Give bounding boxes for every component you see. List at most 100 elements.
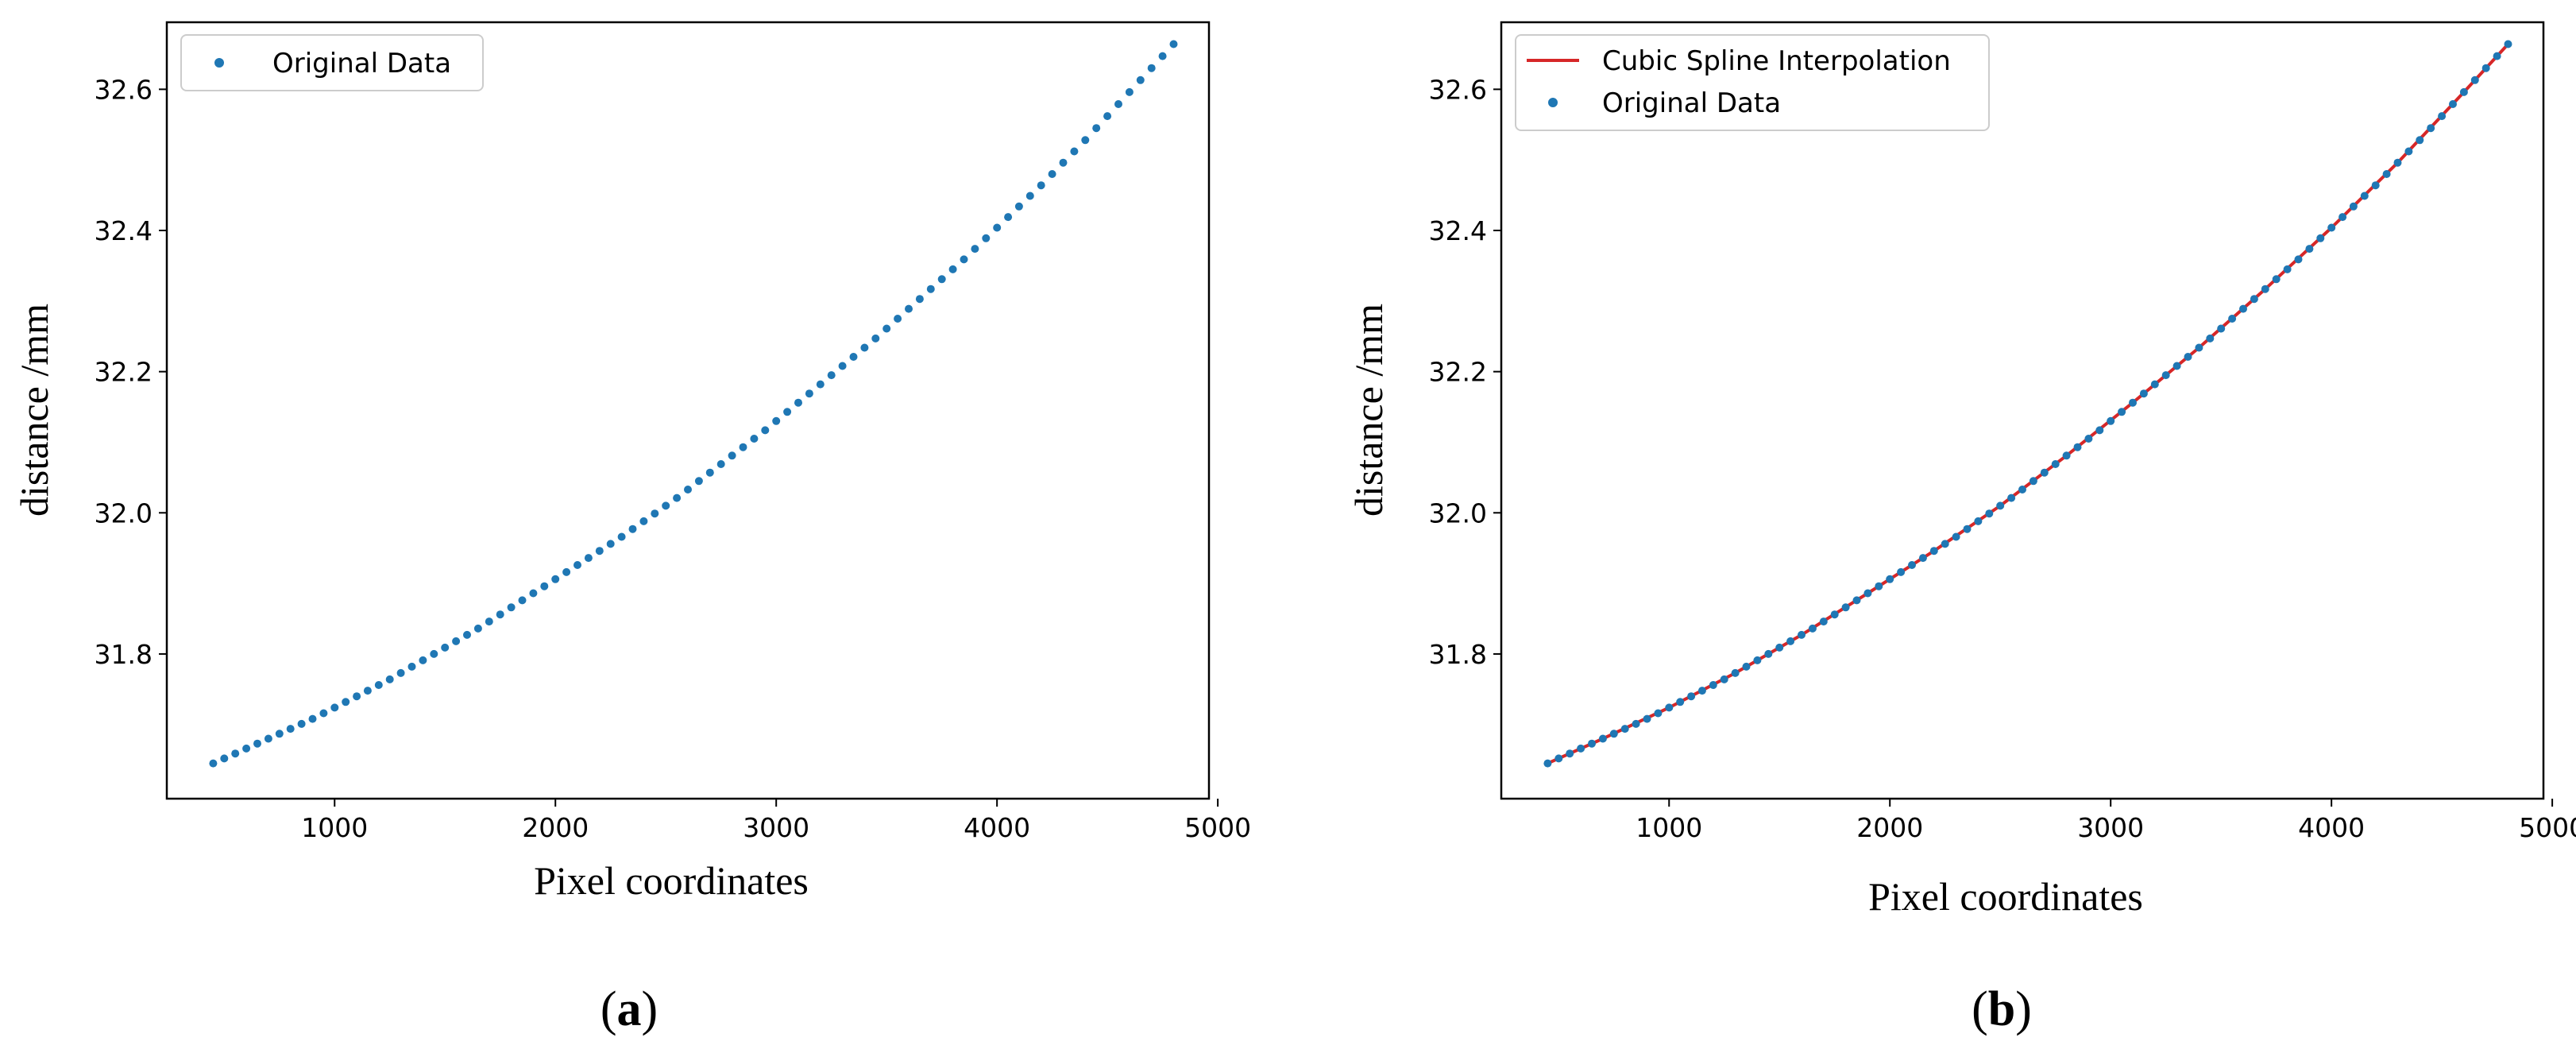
data-point <box>606 540 615 548</box>
x-tick-label: 1000 <box>301 812 368 843</box>
data-point <box>209 759 218 768</box>
data-point <box>2172 362 2181 370</box>
data-point <box>551 575 560 583</box>
data-point <box>1632 719 1640 728</box>
x-tick-label: 4000 <box>964 812 1030 843</box>
data-point <box>2161 371 2170 380</box>
data-point <box>794 398 802 407</box>
data-point <box>407 662 416 671</box>
data-point <box>2206 334 2215 343</box>
data-point <box>2095 426 2104 435</box>
data-point <box>1665 703 1674 712</box>
data-point <box>2305 245 2314 254</box>
x-tick-label: 1000 <box>1636 812 1702 843</box>
x-tick-label: 2000 <box>1856 812 1923 843</box>
data-point <box>1875 582 1883 590</box>
data-point <box>860 343 869 352</box>
data-point <box>507 603 516 612</box>
data-point <box>2316 234 2325 242</box>
plot-frame <box>1500 21 2545 800</box>
data-point <box>926 285 935 293</box>
data-point <box>2107 416 2115 425</box>
data-point <box>750 435 759 443</box>
data-point <box>2118 408 2126 416</box>
data-point <box>982 234 991 242</box>
data-point <box>1742 662 1751 671</box>
data-point <box>1092 124 1101 133</box>
panel-a: 1000 2000 3000 4000 5000 31.8 32.0 32.2 32.4 32.… <box>12 21 1251 1036</box>
data-point <box>694 477 703 486</box>
data-point <box>319 709 328 718</box>
data-point <box>2371 181 2380 190</box>
data-point <box>485 617 493 626</box>
data-point <box>905 304 913 313</box>
data-point <box>1841 603 1850 612</box>
data-point <box>2029 477 2037 486</box>
data-point <box>2217 324 2226 333</box>
data-point <box>2272 275 2281 284</box>
data-point <box>1070 147 1079 156</box>
data-point <box>662 501 670 510</box>
data-point <box>1753 656 1762 664</box>
data-point <box>1808 624 1817 633</box>
y-tick-label: 31.8 <box>95 639 153 670</box>
x-axis: 1000 2000 3000 4000 5000 <box>301 799 1251 843</box>
data-point <box>2438 112 2447 121</box>
data-point <box>2459 87 2468 96</box>
panel-letter-b: b <box>1988 982 2015 1036</box>
data-point <box>385 675 394 683</box>
data-point <box>993 223 1002 232</box>
data-point <box>1908 561 1916 569</box>
legend-box <box>180 34 484 91</box>
data-point <box>1863 589 1872 598</box>
data-point <box>1059 158 1068 167</box>
x-axis-title: Pixel coordinates <box>1868 874 2143 919</box>
data-point <box>1169 40 1178 48</box>
data-point <box>2294 255 2303 264</box>
data-point <box>1697 687 1706 695</box>
panel-caption-b: (b) <box>1972 982 2032 1036</box>
data-point <box>1929 547 1938 555</box>
data-point <box>2139 389 2148 398</box>
data-point <box>496 610 504 619</box>
data-point <box>1764 649 1773 658</box>
data-point <box>308 714 317 723</box>
x-axis: 1000 2000 3000 4000 5000 <box>1636 799 2576 843</box>
data-point <box>1048 170 1056 178</box>
plot-frame <box>165 21 1211 800</box>
data-point <box>1654 709 1663 718</box>
data-point <box>1974 517 1983 525</box>
data-point <box>1014 202 1023 211</box>
data-point <box>2382 170 2391 178</box>
data-point <box>1147 64 1156 72</box>
data-point <box>2393 158 2402 167</box>
data-point <box>2404 147 2413 156</box>
data-point <box>1996 501 2005 510</box>
x-tick-label: 3000 <box>743 812 809 843</box>
data-point <box>617 532 626 541</box>
legend-label-original-data: Original Data <box>272 48 451 79</box>
data-point <box>1897 567 1906 576</box>
data-point <box>595 547 604 555</box>
data-point <box>827 371 836 380</box>
data-point <box>253 739 261 748</box>
x-tick-label: 2000 <box>522 812 589 843</box>
data-point <box>1886 575 1894 583</box>
data-point <box>915 295 924 304</box>
data-point <box>838 362 847 370</box>
data-point <box>2129 398 2137 407</box>
data-point <box>2073 443 2082 451</box>
data-point <box>1775 643 1784 652</box>
data-point <box>2338 213 2347 222</box>
y-tick-label: 32.2 <box>95 357 153 388</box>
y-tick-label: 32.0 <box>95 497 153 528</box>
data-point <box>2150 380 2159 389</box>
data-point <box>2481 64 2490 72</box>
legend-marker-original-data <box>1548 98 1558 107</box>
legend-label-original-data: Original Data <box>1602 87 1781 119</box>
data-point <box>2084 435 2093 443</box>
data-point <box>2504 40 2512 48</box>
data-point <box>275 730 284 738</box>
data-point <box>1819 617 1828 626</box>
data-point <box>1687 692 1696 701</box>
